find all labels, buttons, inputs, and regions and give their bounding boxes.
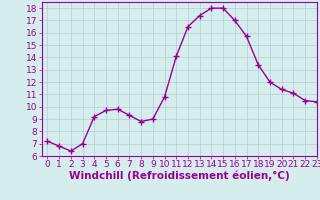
X-axis label: Windchill (Refroidissement éolien,°C): Windchill (Refroidissement éolien,°C)	[69, 171, 290, 181]
